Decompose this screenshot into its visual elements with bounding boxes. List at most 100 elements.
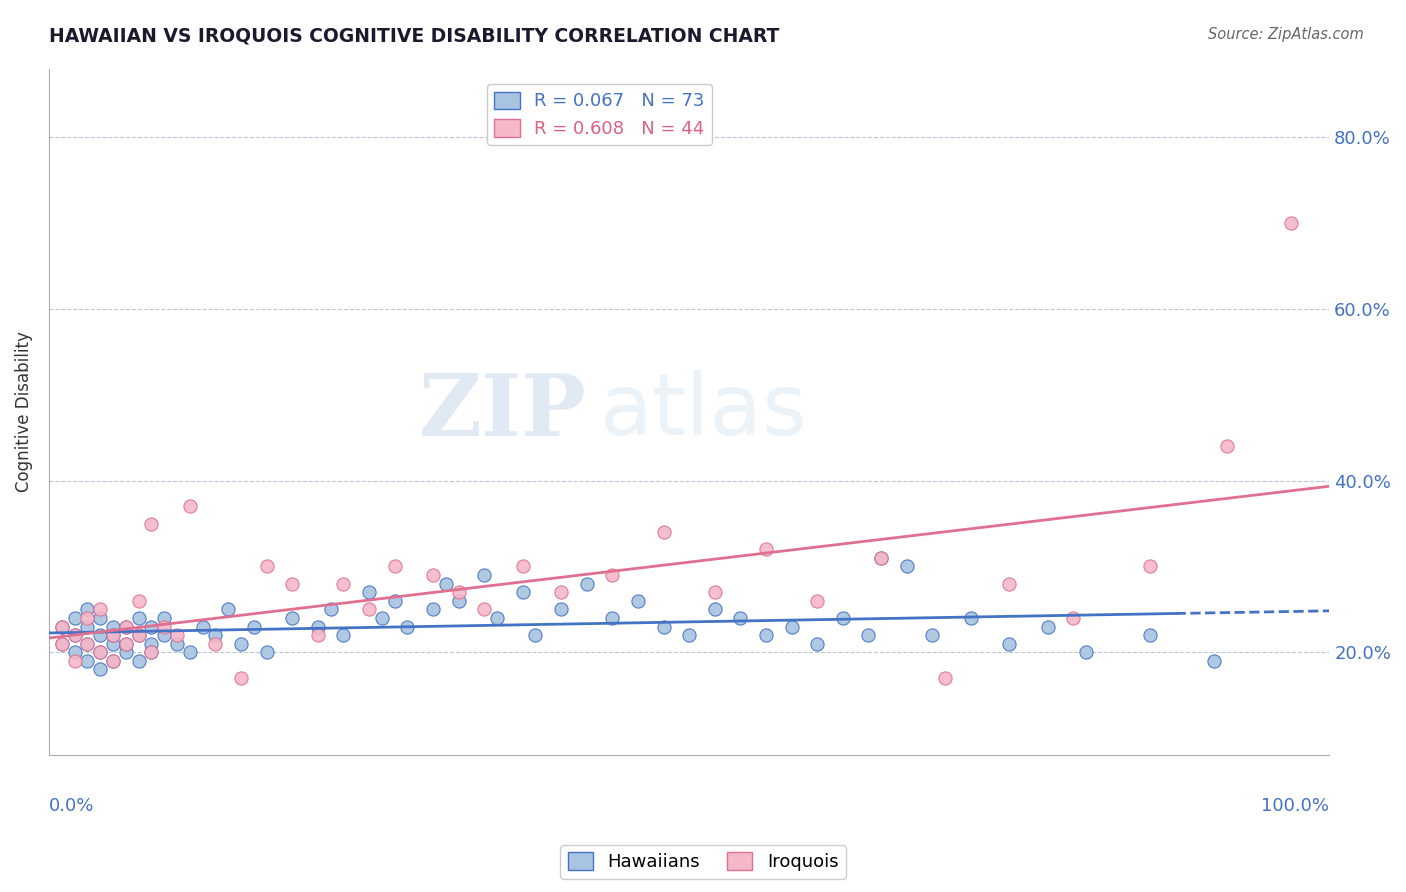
Point [217, 602, 239, 616]
Point [141, 619, 163, 633]
Point [114, 619, 136, 633]
Point [1216, 439, 1239, 453]
Point [703, 585, 725, 599]
Point [447, 594, 470, 608]
Text: Source: ZipAtlas.com: Source: ZipAtlas.com [1208, 27, 1364, 42]
Point [179, 500, 201, 514]
Point [921, 628, 943, 642]
Point [575, 576, 598, 591]
Point [114, 619, 136, 633]
Point [51, 637, 73, 651]
Point [63, 611, 86, 625]
Point [472, 568, 495, 582]
Point [858, 628, 880, 642]
Point [76, 619, 98, 633]
Point [281, 611, 304, 625]
Point [434, 576, 457, 591]
Legend: Hawaiians, Iroquois: Hawaiians, Iroquois [561, 846, 845, 879]
Point [166, 628, 188, 642]
Point [959, 611, 981, 625]
Point [141, 637, 163, 651]
Point [652, 525, 675, 540]
Point [141, 645, 163, 659]
Point [998, 576, 1021, 591]
Point [101, 628, 124, 642]
Point [600, 611, 623, 625]
Point [422, 568, 444, 582]
Point [780, 619, 803, 633]
Point [1062, 611, 1084, 625]
Point [1074, 645, 1097, 659]
Point [755, 542, 778, 557]
Text: HAWAIIAN VS IROQUOIS COGNITIVE DISABILITY CORRELATION CHART: HAWAIIAN VS IROQUOIS COGNITIVE DISABILIT… [49, 27, 779, 45]
Point [243, 619, 266, 633]
Point [307, 619, 329, 633]
Point [153, 611, 176, 625]
Legend: R = 0.067   N = 73, R = 0.608   N = 44: R = 0.067 N = 73, R = 0.608 N = 44 [488, 85, 711, 145]
Point [89, 645, 111, 659]
Point [384, 594, 406, 608]
Point [128, 594, 150, 608]
Point [1279, 216, 1302, 230]
Point [332, 576, 354, 591]
Point [229, 671, 252, 685]
Point [1202, 654, 1225, 668]
Point [101, 619, 124, 633]
Point [1036, 619, 1059, 633]
Point [101, 628, 124, 642]
Point [51, 637, 73, 651]
Point [141, 645, 163, 659]
Point [101, 637, 124, 651]
Point [63, 645, 86, 659]
Point [550, 602, 572, 616]
Point [600, 568, 623, 582]
Point [229, 637, 252, 651]
Point [153, 628, 176, 642]
Point [1139, 559, 1161, 574]
Point [870, 550, 893, 565]
Point [332, 628, 354, 642]
Point [256, 645, 278, 659]
Point [896, 559, 918, 574]
Point [89, 628, 111, 642]
Point [512, 585, 534, 599]
Point [357, 585, 380, 599]
Point [89, 645, 111, 659]
Text: ZIP: ZIP [419, 370, 586, 454]
Point [652, 619, 675, 633]
Point [89, 602, 111, 616]
Point [730, 611, 752, 625]
Point [371, 611, 394, 625]
Point [422, 602, 444, 616]
Text: 0.0%: 0.0% [49, 797, 94, 814]
Point [128, 654, 150, 668]
Point [204, 637, 226, 651]
Point [1139, 628, 1161, 642]
Point [998, 637, 1021, 651]
Point [806, 637, 828, 651]
Point [550, 585, 572, 599]
Point [755, 628, 778, 642]
Point [101, 654, 124, 668]
Point [63, 654, 86, 668]
Point [51, 619, 73, 633]
Point [76, 637, 98, 651]
Point [806, 594, 828, 608]
Point [512, 559, 534, 574]
Point [204, 628, 226, 642]
Point [396, 619, 419, 633]
Point [256, 559, 278, 574]
Text: 100.0%: 100.0% [1261, 797, 1329, 814]
Point [63, 628, 86, 642]
Point [179, 645, 201, 659]
Point [128, 611, 150, 625]
Point [76, 611, 98, 625]
Point [114, 645, 136, 659]
Point [63, 628, 86, 642]
Point [384, 559, 406, 574]
Point [114, 637, 136, 651]
Point [281, 576, 304, 591]
Point [166, 637, 188, 651]
Y-axis label: Cognitive Disability: Cognitive Disability [15, 332, 32, 492]
Point [101, 654, 124, 668]
